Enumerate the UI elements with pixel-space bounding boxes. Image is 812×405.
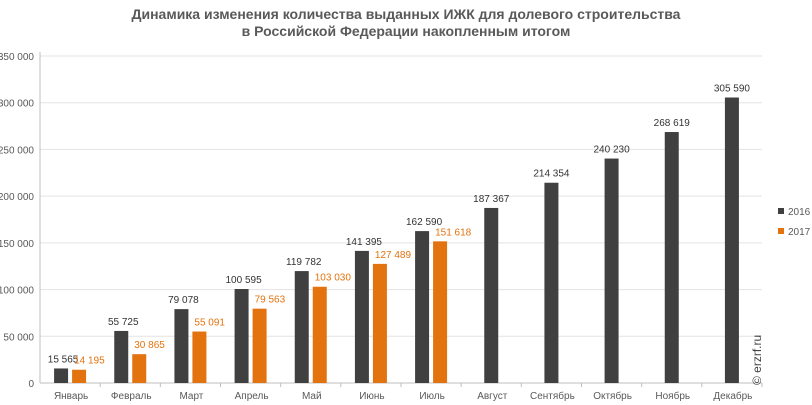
bar-2016-2 — [114, 330, 129, 383]
x-tick-label: Октябрь — [593, 390, 632, 402]
bar-2016-1 — [54, 368, 69, 383]
data-label-2016-9: 214 354 — [533, 169, 570, 180]
data-label-2017-4: 79 563 — [255, 295, 286, 306]
data-label-2016-11: 268 619 — [654, 118, 691, 129]
bar-2017-3 — [192, 331, 207, 383]
chart-title-line-2: в Российской Федерации накопленным итого… — [241, 23, 571, 39]
data-label-2016-1: 15 565 — [48, 354, 79, 365]
data-label-2016-10: 240 230 — [594, 145, 631, 156]
x-tick-label: Май — [302, 391, 322, 402]
bar-2017-1 — [72, 369, 87, 383]
bar-2016-9 — [544, 182, 559, 383]
y-tick-label: 300 000 — [0, 99, 34, 110]
chart-title: Динамика изменения количества выданных И… — [0, 6, 812, 40]
data-label-2016-3: 79 078 — [168, 295, 199, 306]
bar-2017-4 — [252, 308, 267, 383]
x-tick-label: Июль — [419, 391, 445, 402]
y-tick-label: 50 000 — [3, 332, 34, 343]
grid-lines — [40, 55, 762, 337]
x-tick-label: Март — [179, 391, 203, 402]
bar-2017-2 — [132, 354, 147, 383]
bar-2016-5 — [294, 271, 309, 383]
data-label-2016-8: 187 367 — [473, 194, 510, 205]
data-label-2017-2: 30 865 — [134, 340, 165, 351]
bar-2017-5 — [312, 286, 327, 383]
x-tick-label: Декабрь — [713, 390, 752, 402]
watermark: © erzrf.ru — [750, 334, 764, 385]
x-tick-label: Февраль — [111, 391, 152, 402]
y-tick-label: 200 000 — [0, 192, 34, 203]
bar-2017-6 — [372, 263, 387, 383]
legend-label-2016: 2016 — [788, 207, 811, 218]
bar-2016-8 — [484, 207, 499, 383]
legend-swatch-2016 — [778, 208, 784, 214]
data-label-2016-4: 100 595 — [226, 275, 263, 286]
x-tick-label: Июнь — [359, 391, 384, 402]
data-label-2017-1: 14 195 — [74, 356, 105, 367]
bar-2016-3 — [174, 309, 189, 383]
y-tick-label: 350 000 — [0, 52, 34, 63]
bar-2017-7 — [433, 241, 448, 383]
y-tick-label: 150 000 — [0, 239, 34, 250]
bar-2016-4 — [234, 289, 249, 383]
x-tick-label: Апрель — [235, 391, 269, 402]
chart-title-line-1: Динамика изменения количества выданных И… — [131, 6, 681, 22]
legend: 2016 2017 — [778, 207, 811, 238]
y-tick-label: 100 000 — [0, 286, 34, 297]
bar-2016-10 — [604, 158, 619, 383]
x-tick-label: Ноябрь — [655, 390, 690, 402]
bar-2016-11 — [664, 132, 679, 383]
x-tick-label: Сентябрь — [530, 390, 575, 402]
data-label-2016-2: 55 725 — [108, 317, 139, 328]
y-tick-label: 250 000 — [0, 145, 34, 156]
legend-label-2017: 2017 — [788, 227, 811, 238]
x-tick-label: Январь — [54, 391, 88, 402]
bar-2016-6 — [354, 250, 369, 383]
data-label-2016-6: 141 395 — [346, 237, 383, 248]
data-label-2017-3: 55 091 — [194, 318, 225, 329]
legend-swatch-2017 — [778, 228, 784, 234]
bar-2016-12 — [724, 97, 739, 383]
data-label-2016-5: 119 782 — [286, 257, 322, 268]
axes: 0 50 000 100 000 150 000 200 000 250 000 300 0… — [0, 52, 763, 402]
data-label-2017-7: 151 618 — [435, 227, 472, 238]
data-label-2016-7: 162 590 — [406, 217, 443, 228]
data-label-2017-6: 127 489 — [375, 250, 412, 261]
data-label-2017-5: 103 030 — [315, 273, 352, 284]
bars — [54, 97, 739, 383]
x-tick-label: Август — [477, 391, 508, 402]
data-label-2016-12: 305 590 — [714, 83, 751, 94]
bar-2016-7 — [415, 231, 430, 383]
y-tick-label: 0 — [28, 379, 34, 390]
